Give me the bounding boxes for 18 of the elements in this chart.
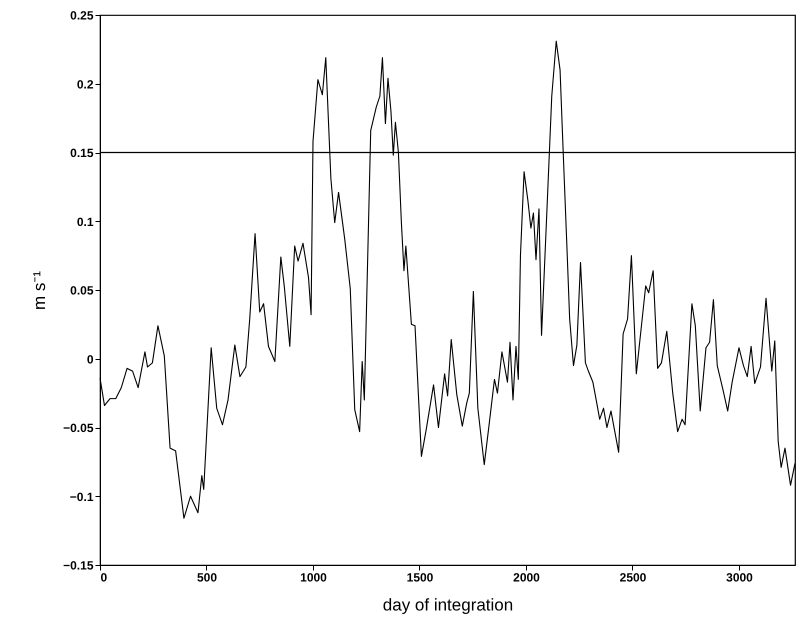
y-tick-label: 0.15 [70, 146, 94, 160]
y-tick-label: 0 [86, 352, 94, 366]
y-axis-title: m s⁻¹ [30, 270, 50, 310]
y-tick-label: −0.1 [70, 490, 94, 504]
y-tick-label: 0.1 [76, 214, 94, 229]
x-tick-label: 2000 [513, 570, 540, 584]
x-tick-label: 0 [100, 570, 108, 584]
y-tick-label: −0.05 [63, 421, 94, 435]
y-tick-label: 0.25 [70, 8, 94, 22]
x-tick-label: 2500 [620, 570, 647, 584]
y-tick-label: 0.2 [76, 77, 94, 92]
x-axis-title: day of integration [382, 596, 514, 614]
y-tick-label: 0.05 [70, 284, 94, 298]
x-tick-label: 3000 [726, 570, 754, 584]
x-tick-label: 1000 [300, 570, 328, 584]
x-tick-label: 500 [196, 570, 218, 584]
y-tick-label: −0.15 [63, 558, 94, 572]
x-tick-label: 1500 [406, 570, 434, 584]
